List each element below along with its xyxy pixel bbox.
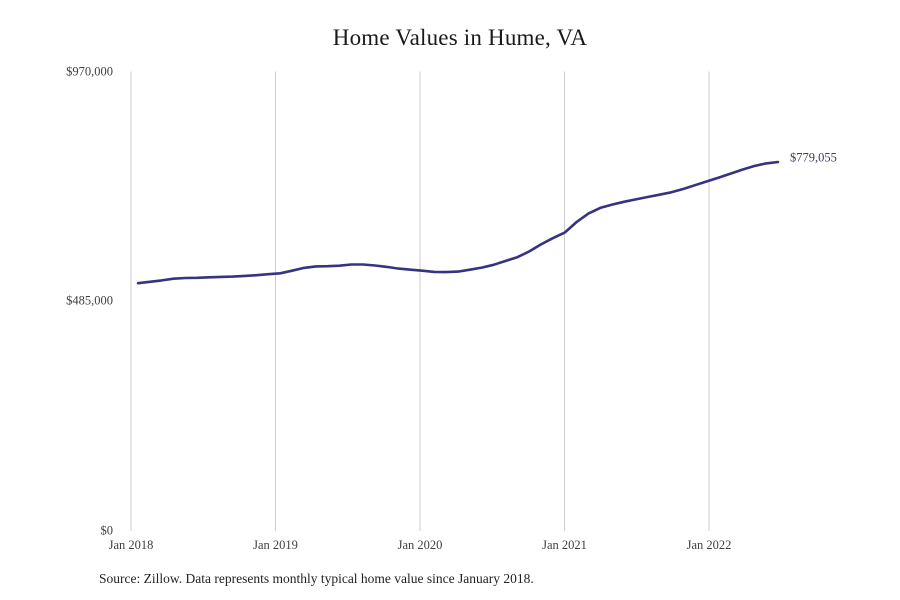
x-tick-label: Jan 2021 <box>542 538 587 552</box>
x-tick-label: Jan 2022 <box>686 538 732 552</box>
y-tick-label: $485,000 <box>66 293 113 308</box>
x-tick-label: Jan 2019 <box>253 538 298 552</box>
chart-title: Home Values in Hume, VA <box>332 25 588 50</box>
home-value-line <box>136 160 780 285</box>
gridlines <box>130 71 710 531</box>
x-tick-label: Jan 2020 <box>397 538 443 552</box>
y-tick-label: $970,000 <box>66 64 113 78</box>
source-note: Source: Zillow. Data represents monthly … <box>99 571 534 586</box>
y-tick-label: $0 <box>100 523 114 538</box>
last-value-label: $779,055 <box>790 150 837 165</box>
x-tick-label: Jan 2018 <box>108 538 154 552</box>
